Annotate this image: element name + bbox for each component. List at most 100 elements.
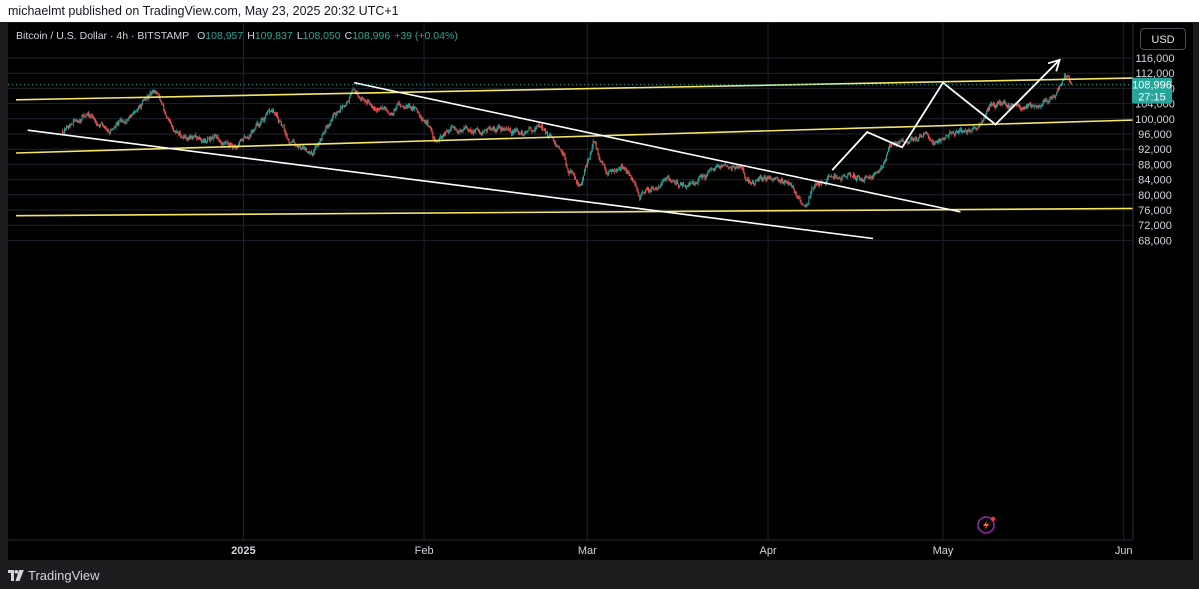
- candle-body: [170, 123, 172, 126]
- candle-body: [914, 139, 916, 141]
- falling-wedge-upper-white[interactable]: [353, 81, 961, 213]
- candle-body: [890, 143, 892, 147]
- candle-body: [65, 128, 67, 130]
- candle-body: [439, 137, 441, 141]
- candle-body: [448, 130, 450, 132]
- candle-body: [649, 190, 651, 192]
- candle-body: [168, 118, 170, 121]
- candle-body: [544, 129, 546, 130]
- channel-top-yellow[interactable]: [15, 76, 1188, 101]
- candle-body: [1020, 107, 1022, 110]
- candle-body: [585, 165, 587, 167]
- candle-body: [486, 128, 488, 132]
- footer-bar: TradingView: [0, 560, 1199, 589]
- candle-body: [392, 113, 394, 115]
- candle-body: [303, 147, 305, 150]
- candle-body: [505, 128, 507, 130]
- channel-bottom-yellow[interactable]: [15, 207, 1188, 217]
- candle-body: [647, 188, 649, 191]
- candle-body: [418, 113, 420, 115]
- candle-body: [242, 138, 244, 142]
- chart-area[interactable]: 116,000112,000108,000104,000100,00096,00…: [8, 23, 1193, 560]
- projection-zigzag-white[interactable]: [831, 59, 1061, 171]
- candle-body: [636, 186, 638, 190]
- candle-body: [245, 136, 247, 138]
- candle-body: [950, 131, 952, 133]
- candle-body: [556, 146, 558, 148]
- candle-body: [465, 126, 467, 127]
- candle-body: [389, 114, 391, 115]
- candle-body: [313, 149, 315, 153]
- candle-body: [616, 169, 618, 171]
- candle-body: [685, 186, 687, 188]
- candle-body: [759, 176, 761, 178]
- currency-button[interactable]: USD: [1140, 28, 1186, 50]
- candle-body: [969, 130, 971, 132]
- candle-body: [678, 183, 680, 187]
- candle-body: [907, 142, 909, 144]
- candle-body: [524, 132, 526, 134]
- candle-body: [322, 132, 324, 135]
- candle-body: [631, 177, 633, 179]
- falling-wedge-lower-white[interactable]: [27, 129, 874, 240]
- candle-body: [144, 99, 146, 101]
- candle-body: [1019, 105, 1021, 108]
- candle-body: [174, 131, 176, 133]
- candle-body: [810, 191, 812, 197]
- candle-body: [285, 133, 287, 135]
- candle-body: [691, 181, 693, 184]
- time-axis[interactable]: 2025 Feb Mar Apr May Jun: [231, 545, 1132, 557]
- high-label: H: [247, 30, 255, 42]
- candle-body: [721, 165, 723, 167]
- candle-body: [207, 138, 209, 140]
- candle-body: [149, 92, 151, 95]
- bolt-icon[interactable]: [977, 516, 996, 534]
- candle-body: [275, 113, 277, 115]
- candle-body: [965, 130, 967, 133]
- candle-body: [344, 105, 346, 107]
- candle-body: [128, 117, 130, 120]
- candle-body: [1033, 106, 1035, 107]
- candle-body: [339, 112, 341, 113]
- candle-body: [458, 130, 460, 132]
- candle-body: [129, 116, 131, 118]
- candle-body: [513, 130, 515, 133]
- candle-body: [141, 101, 143, 105]
- candle-body: [877, 170, 879, 172]
- candle-body: [1008, 104, 1010, 108]
- candle-body: [239, 139, 241, 142]
- candle-body: [839, 178, 841, 179]
- candle-body: [202, 140, 204, 142]
- candle-body: [72, 120, 74, 125]
- brand[interactable]: TradingView: [8, 568, 100, 583]
- candle-body: [192, 137, 194, 139]
- candle-body: [1007, 104, 1009, 108]
- candle-body: [522, 134, 524, 136]
- candle-body: [668, 176, 670, 181]
- candle-body: [74, 120, 76, 121]
- candle-body: [740, 166, 742, 168]
- channel-mid-yellow[interactable]: [15, 118, 1177, 154]
- candle-body: [534, 127, 536, 131]
- candle-body: [321, 134, 323, 140]
- candle-body: [1054, 96, 1056, 98]
- price-tick-label: 100,000: [1135, 114, 1175, 126]
- candle-body: [705, 176, 707, 179]
- candle-body: [567, 167, 569, 172]
- candle-body: [937, 141, 939, 143]
- candle-body: [701, 175, 703, 179]
- candle-body: [580, 184, 582, 186]
- candle-body: [106, 129, 108, 131]
- candle-body: [1017, 104, 1019, 106]
- candle-body: [699, 175, 701, 178]
- close-value: 108,996: [352, 30, 391, 42]
- candle-body: [911, 137, 913, 139]
- time-tick-label: 2025: [231, 545, 255, 557]
- candle-body: [945, 135, 947, 138]
- price-chart[interactable]: 116,000112,000108,000104,000100,00096,00…: [8, 23, 1193, 560]
- candle-body: [625, 168, 627, 173]
- candle-body: [934, 142, 936, 144]
- candle-body: [178, 132, 180, 134]
- candle-body: [357, 93, 359, 97]
- candle-body: [780, 181, 782, 183]
